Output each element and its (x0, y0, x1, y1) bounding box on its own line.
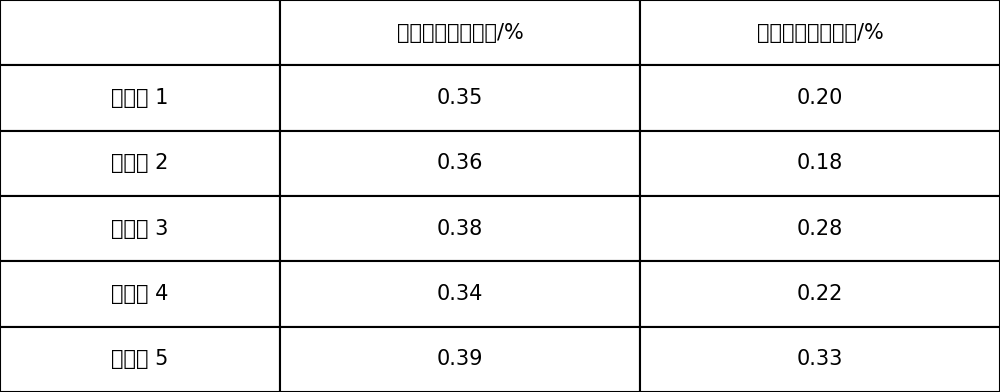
Bar (280, 131, 640, 196)
Bar (0, 196, 280, 261)
Text: 0.36: 0.36 (437, 153, 483, 173)
Bar (280, 196, 640, 261)
Bar (280, 65, 640, 131)
Text: 实施例 1: 实施例 1 (111, 88, 169, 108)
Bar (640, 0, 1000, 65)
Text: 0.33: 0.33 (797, 349, 843, 369)
Bar (280, 327, 640, 392)
Text: 0.34: 0.34 (437, 284, 483, 304)
Text: 0.38: 0.38 (437, 219, 483, 239)
Bar (0, 65, 280, 131)
Text: 0.28: 0.28 (797, 219, 843, 239)
Bar (0, 0, 280, 65)
Bar (280, 261, 640, 327)
Text: 0.20: 0.20 (797, 88, 843, 108)
Text: 实施例 2: 实施例 2 (111, 153, 169, 173)
Text: 实施例 4: 实施例 4 (111, 284, 169, 304)
Text: 0.35: 0.35 (437, 88, 483, 108)
Text: 0.39: 0.39 (437, 349, 483, 369)
Bar (640, 327, 1000, 392)
Text: 实施例 3: 实施例 3 (111, 219, 169, 239)
Text: 0.18: 0.18 (797, 153, 843, 173)
Text: 0.22: 0.22 (797, 284, 843, 304)
Bar (0, 131, 280, 196)
Bar (640, 196, 1000, 261)
Bar (0, 261, 280, 327)
Bar (0, 327, 280, 392)
Text: 背面白点产线比例/%: 背面白点产线比例/% (757, 23, 883, 43)
Bar (640, 65, 1000, 131)
Bar (640, 131, 1000, 196)
Text: 实施例 5: 实施例 5 (111, 349, 169, 369)
Text: 正面白点产线比例/%: 正面白点产线比例/% (397, 23, 523, 43)
Bar (640, 261, 1000, 327)
Bar (280, 0, 640, 65)
